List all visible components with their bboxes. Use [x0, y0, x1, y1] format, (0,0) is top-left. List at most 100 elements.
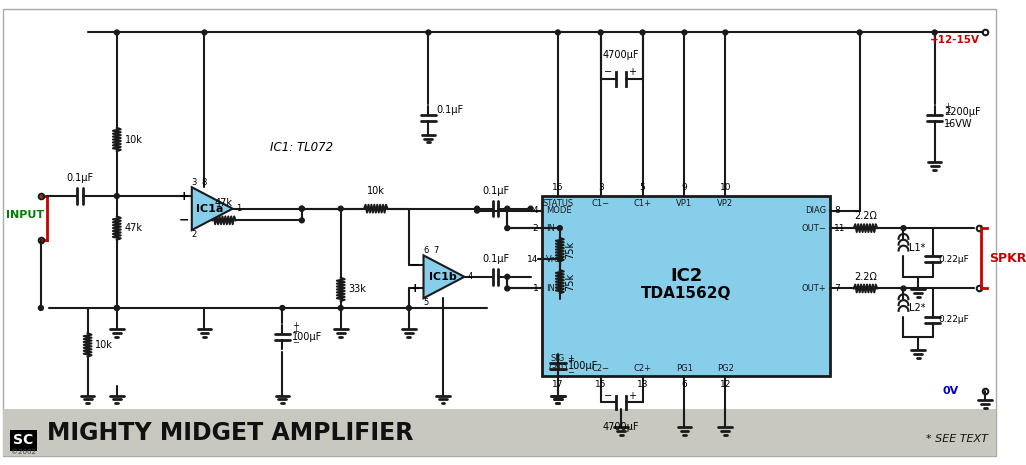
- Circle shape: [339, 206, 343, 211]
- Text: −: −: [604, 391, 613, 400]
- Text: OUT−: OUT−: [801, 224, 827, 232]
- Text: IC1b: IC1b: [429, 272, 457, 282]
- Circle shape: [114, 306, 119, 310]
- Text: 1: 1: [236, 204, 241, 213]
- Text: +: +: [292, 321, 299, 330]
- Circle shape: [598, 30, 603, 35]
- Circle shape: [505, 206, 510, 211]
- Text: 10k: 10k: [367, 186, 385, 196]
- Text: 2200μF
16VW: 2200μF 16VW: [944, 107, 981, 129]
- Circle shape: [114, 30, 119, 35]
- Circle shape: [901, 286, 906, 291]
- Text: −: −: [179, 214, 189, 227]
- Text: 16: 16: [552, 183, 563, 192]
- Text: MODE: MODE: [546, 206, 571, 215]
- Text: 4700μF: 4700μF: [603, 422, 639, 432]
- Bar: [9, 430, 37, 451]
- Bar: [543, 196, 830, 376]
- Circle shape: [300, 206, 305, 211]
- Text: 47k: 47k: [124, 223, 143, 233]
- Text: SC: SC: [13, 433, 34, 447]
- Text: 0.1μF: 0.1μF: [67, 173, 93, 183]
- Text: 100μF: 100μF: [292, 332, 322, 342]
- Text: C1+: C1+: [634, 199, 652, 208]
- Text: 12: 12: [719, 380, 731, 389]
- Text: SIG
GND: SIG GND: [548, 354, 567, 373]
- Text: 15: 15: [595, 380, 606, 389]
- Text: 6: 6: [424, 246, 429, 255]
- Text: L2*: L2*: [909, 303, 925, 313]
- Text: 0V: 0V: [943, 385, 959, 396]
- Text: STATUS: STATUS: [543, 199, 574, 208]
- Text: +: +: [292, 327, 299, 336]
- Text: 1: 1: [532, 284, 539, 293]
- Circle shape: [557, 257, 562, 262]
- Text: +: +: [628, 391, 636, 400]
- Circle shape: [505, 274, 510, 279]
- Text: +: +: [944, 108, 951, 117]
- Text: DIAG: DIAG: [805, 206, 827, 215]
- Circle shape: [557, 226, 562, 231]
- Text: 10k: 10k: [124, 134, 143, 145]
- Text: L1*: L1*: [909, 243, 925, 252]
- Text: PG1: PG1: [676, 364, 693, 373]
- Text: 7: 7: [834, 284, 840, 293]
- Text: 3: 3: [191, 178, 196, 187]
- Text: C2−: C2−: [592, 364, 609, 373]
- Text: MIGHTY MIDGET AMPLIFIER: MIGHTY MIDGET AMPLIFIER: [47, 420, 413, 445]
- Text: +: +: [628, 67, 636, 77]
- Text: SPKR: SPKR: [989, 252, 1026, 265]
- Text: VP1: VP1: [676, 199, 693, 208]
- Text: 47k: 47k: [214, 198, 233, 208]
- Text: 9: 9: [681, 183, 687, 192]
- Circle shape: [475, 208, 479, 213]
- Text: 14: 14: [527, 255, 539, 264]
- Text: −: −: [567, 368, 575, 377]
- Circle shape: [901, 226, 906, 231]
- Text: * SEE TEXT: * SEE TEXT: [926, 434, 988, 445]
- Circle shape: [528, 206, 534, 211]
- Text: 5: 5: [639, 183, 645, 192]
- Text: 2: 2: [532, 224, 539, 232]
- Text: −: −: [604, 67, 613, 77]
- Text: 0.1μF: 0.1μF: [436, 105, 464, 115]
- Circle shape: [300, 218, 305, 223]
- Text: 2.2Ω: 2.2Ω: [854, 211, 877, 221]
- Circle shape: [505, 226, 510, 231]
- Text: 0.22μF: 0.22μF: [939, 255, 970, 264]
- Text: 5: 5: [424, 298, 429, 307]
- Text: C1−: C1−: [592, 199, 609, 208]
- Text: Vref: Vref: [546, 255, 563, 264]
- Circle shape: [426, 30, 431, 35]
- Text: PG2: PG2: [717, 364, 734, 373]
- Text: IC1a: IC1a: [196, 204, 223, 213]
- Circle shape: [640, 30, 645, 35]
- Text: 6: 6: [681, 380, 687, 389]
- Polygon shape: [192, 187, 233, 230]
- Circle shape: [114, 306, 119, 310]
- Circle shape: [280, 306, 285, 310]
- Circle shape: [858, 30, 862, 35]
- Text: 2.2Ω: 2.2Ω: [854, 272, 877, 282]
- Text: 8: 8: [834, 206, 840, 215]
- Text: 8: 8: [202, 178, 207, 187]
- Text: IC2: IC2: [670, 267, 703, 286]
- Text: 75k: 75k: [565, 272, 576, 291]
- Circle shape: [38, 306, 43, 310]
- Circle shape: [682, 30, 686, 35]
- Text: +12-15V: +12-15V: [930, 35, 980, 45]
- Text: 100μF: 100μF: [567, 361, 598, 372]
- Bar: [3, 409, 996, 456]
- Text: IN+: IN+: [546, 284, 562, 293]
- Text: +: +: [410, 282, 421, 295]
- Circle shape: [505, 286, 510, 291]
- Text: 0.22μF: 0.22μF: [939, 315, 970, 324]
- Text: ©2002: ©2002: [11, 449, 36, 455]
- Text: 4700μF: 4700μF: [603, 50, 639, 60]
- Text: +: +: [944, 102, 951, 111]
- Circle shape: [300, 206, 305, 211]
- Circle shape: [202, 30, 207, 35]
- Circle shape: [475, 206, 479, 211]
- Text: 17: 17: [552, 380, 563, 389]
- Text: 13: 13: [637, 380, 648, 389]
